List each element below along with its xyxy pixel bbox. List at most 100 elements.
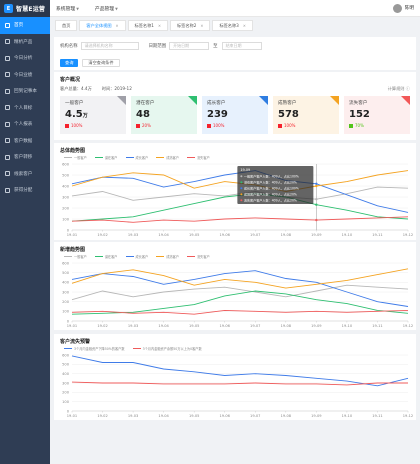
chart-legend: 一般客户 潜在客户 成长客户 成熟客户 流失客户 [54, 253, 416, 259]
query-button[interactable]: 查询 [60, 59, 79, 67]
chart-title: 新增趋势图 [60, 247, 86, 253]
series-line-0[interactable] [71, 355, 409, 387]
card-unit: 万 [82, 113, 88, 119]
series-line-4[interactable] [71, 216, 409, 223]
legend-label: 成熟客户 [166, 255, 179, 259]
close-icon[interactable]: ✕ [157, 23, 161, 28]
legend-label: 一般客户 [74, 156, 87, 160]
legend-item[interactable]: 流失客户 [187, 155, 210, 160]
close-icon[interactable]: ✕ [115, 23, 119, 28]
legend-item[interactable]: 流失客户 [187, 254, 210, 259]
tab-2[interactable]: 标签名称1 ✕ [127, 20, 168, 31]
card-corner-flag [401, 96, 410, 105]
total-trend-chart[interactable]: 0 100 200 300 400 500 600 19-01 19-02 19-03 19-04 1… [54, 160, 416, 240]
sidebar-item-1[interactable]: 精析产品 [0, 34, 50, 51]
series-line-1[interactable] [71, 290, 409, 315]
stat-card[interactable]: 流失客户 152 70% [344, 96, 410, 134]
tooltip-box [237, 166, 314, 204]
sidebar-item-5[interactable]: 个人目标 [0, 100, 50, 117]
x-tick-label: 19-01 [67, 233, 77, 237]
menu-system[interactable]: 系统管理▼ [56, 5, 79, 12]
card-value: 4.5 [65, 109, 83, 120]
card-value-row: 48 [136, 109, 192, 120]
legend-swatch [125, 256, 134, 257]
legend-item[interactable]: 潜在客户 [94, 254, 118, 259]
sidebar-item-4[interactable]: 回到记事本 [0, 83, 50, 100]
legend-item[interactable]: 3个月内金融资产余额50万以上为0客户数 [132, 346, 202, 351]
legend-item[interactable]: 3个月内金融资产下降50%的客户数 [64, 346, 125, 351]
tab-label: 客户全体视图 [86, 22, 112, 28]
user-name: 陈明 [404, 6, 414, 11]
date-range-label: 日期范围 [148, 44, 167, 49]
series-line-4[interactable] [71, 309, 409, 315]
y-tick-label: 500 [62, 173, 70, 177]
menu-item-icon [5, 171, 10, 177]
stat-card[interactable]: 成熟客户 578 100% [273, 96, 339, 134]
sidebar-item-2[interactable]: 今日分析 [0, 50, 50, 67]
series-line-3[interactable] [71, 268, 409, 289]
series-line-1[interactable] [71, 381, 408, 386]
series-line-2[interactable] [71, 270, 409, 307]
logo[interactable]: E 智慧E运营 [0, 0, 50, 17]
legend-item[interactable]: 成熟客户 [156, 155, 179, 160]
x-tick-label: 19-05 [189, 324, 199, 328]
legend-label: 成长客户 [135, 255, 149, 259]
y-tick-label: 600 [62, 261, 70, 265]
legend-swatch [156, 157, 165, 158]
sidebar-item-3[interactable]: 今日业绩 [0, 67, 50, 84]
legend-item[interactable]: 成长客户 [125, 254, 149, 259]
x-tick-label: 19-09 [311, 414, 322, 418]
sidebar-item-0[interactable]: 首页 [0, 17, 50, 34]
legend-item[interactable]: 成熟客户 [156, 254, 179, 259]
stat-card[interactable]: 潜在客户 48 20% [131, 96, 197, 134]
logo-mark: E [4, 4, 13, 13]
tab-1[interactable]: 客户全体视图 ✕ [79, 20, 126, 31]
stat-card[interactable]: 成长客户 239 100% [202, 96, 268, 134]
card-value-row: 152 [349, 109, 405, 120]
chart-title: 客户流失预警 [60, 339, 91, 345]
legend-item[interactable]: 成长客户 [125, 155, 148, 160]
hover-point [315, 198, 318, 201]
legend-swatch [187, 157, 195, 158]
x-tick-label: 19-02 [97, 233, 107, 237]
legend-item[interactable]: 潜在客户 [94, 155, 118, 160]
close-icon[interactable]: ✕ [242, 23, 246, 28]
x-tick-label: 19-07 [250, 324, 260, 328]
churn-warning-chart[interactable]: 0 100 200 300 400 500 600 19-01 19-02 19-03 19-04 1… [54, 351, 416, 421]
org-select[interactable]: 请选择机构名称 [80, 42, 139, 50]
stat-card[interactable]: 一般客户 4.5万 100% [60, 96, 126, 134]
card-title: 潜在客户 [136, 101, 155, 106]
tooltip-title: 19-09 [240, 168, 250, 172]
card-ratio-row: 100% [207, 123, 263, 128]
overview-panel: 客户概况 客户总量：4.4万 时间：2019-12 计算规则 ⓘ 一般客户 4.5… [54, 72, 416, 140]
legend-item[interactable]: 一般客户 [64, 155, 87, 160]
tab-4[interactable]: 标签名称3 ✕ [212, 20, 253, 31]
legend-label: 潜在客户 [104, 156, 118, 160]
legend-item[interactable]: 一般客户 [64, 254, 87, 259]
legend-label: 3个月内金融资产余额50万以上为0客户数 [142, 347, 202, 351]
y-tick-label: 400 [62, 372, 70, 376]
menu-item-icon [5, 55, 10, 61]
user-menu[interactable]: 陈明 [392, 3, 414, 13]
calc-rule-link[interactable]: 计算规则 ⓘ [388, 86, 410, 92]
close-icon[interactable]: ✕ [200, 23, 204, 28]
overview-date: 时间：2019-12 [101, 86, 132, 91]
date-start-input[interactable]: 开始日期 [169, 42, 210, 50]
tab-3[interactable]: 标签名称2 ✕ [169, 20, 211, 31]
menu-product[interactable]: 产品管理▼ [95, 5, 118, 12]
clear-query-button[interactable]: 清空查询条件 [82, 59, 120, 67]
y-tick-label: 300 [62, 195, 70, 199]
arrow-down-icon [278, 123, 282, 128]
sidebar-item-9[interactable]: 线索客户 [0, 166, 50, 183]
new-trend-chart[interactable]: 0 100 200 300 400 500 600 19-01 19-02 19-03 19-04 1… [54, 259, 416, 331]
tab-0[interactable]: 首页 [55, 20, 78, 31]
sidebar-item-6[interactable]: 个人报表 [0, 116, 50, 133]
y-tick-label: 200 [62, 300, 70, 304]
series-line-0[interactable] [71, 284, 409, 301]
card-corner-flag [330, 96, 339, 105]
x-tick-label: 19-08 [281, 414, 292, 418]
sidebar-item-10[interactable]: 获得分配 [0, 182, 50, 199]
date-end-input[interactable]: 结束日期 [221, 42, 262, 50]
sidebar-item-8[interactable]: 客户转移 [0, 149, 50, 166]
sidebar-item-7[interactable]: 客户数据 [0, 133, 50, 150]
